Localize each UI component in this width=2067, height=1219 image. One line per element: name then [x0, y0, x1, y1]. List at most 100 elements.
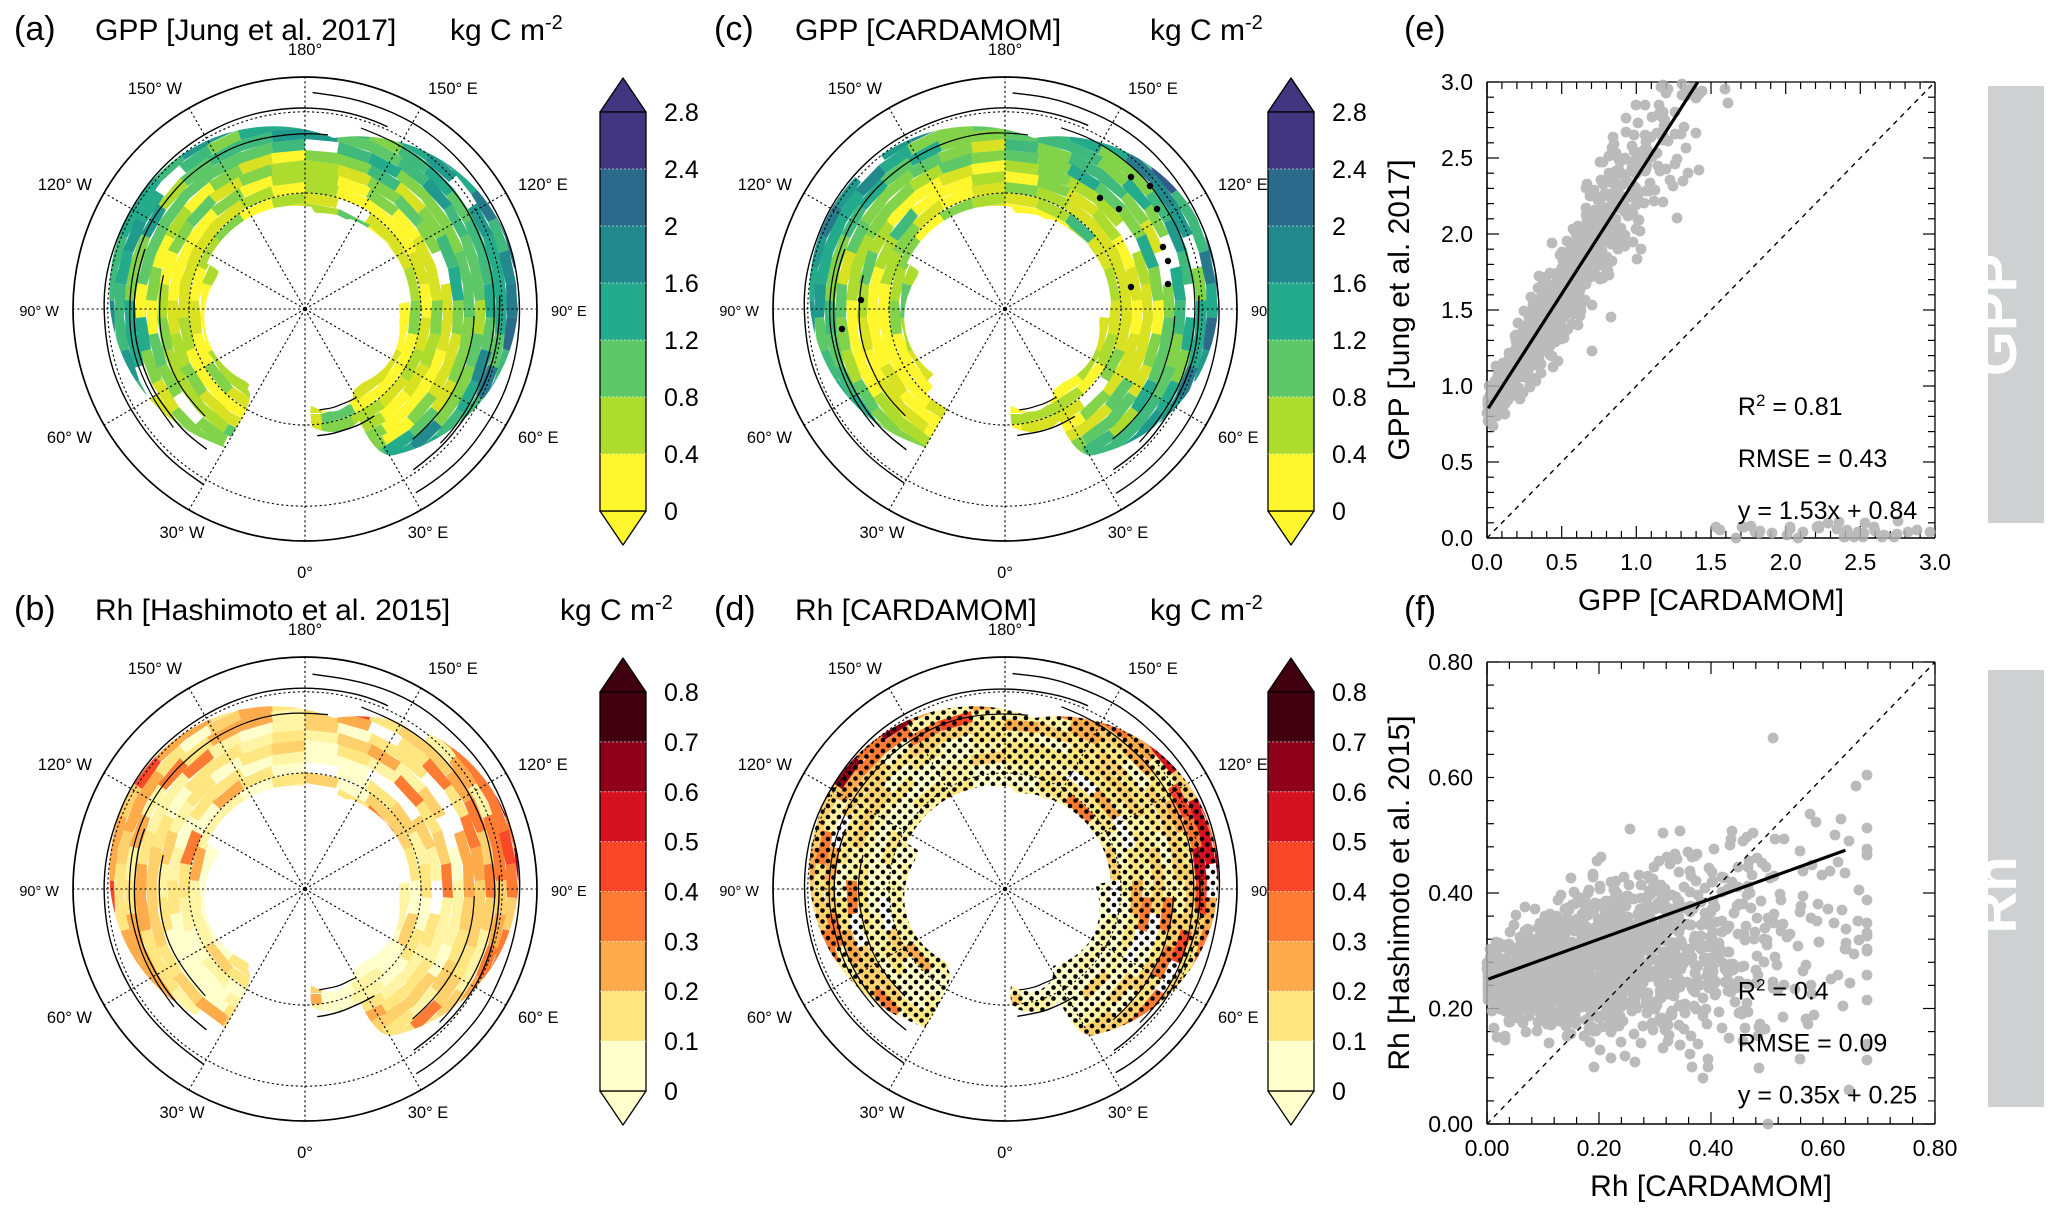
svg-text:1.2: 1.2: [1332, 327, 1367, 355]
svg-text:30° E: 30° E: [408, 524, 449, 542]
svg-text:0.40: 0.40: [1689, 1135, 1734, 1161]
svg-text:180°: 180°: [288, 41, 322, 59]
svg-text:2.4: 2.4: [664, 156, 699, 184]
svg-text:2.0: 2.0: [1441, 221, 1473, 247]
svg-text:30° E: 30° E: [1108, 1104, 1149, 1122]
svg-text:3.0: 3.0: [1441, 69, 1473, 95]
svg-text:0.3: 0.3: [664, 928, 699, 956]
svg-text:0°: 0°: [997, 1144, 1013, 1162]
svg-text:1.2: 1.2: [664, 327, 699, 355]
svg-text:1.5: 1.5: [1695, 549, 1727, 575]
svg-text:30° W: 30° W: [159, 1104, 205, 1122]
svg-text:150° W: 150° W: [828, 660, 883, 678]
svg-text:0.20: 0.20: [1428, 996, 1473, 1022]
svg-text:0.5: 0.5: [1441, 449, 1473, 475]
svg-text:0.40: 0.40: [1428, 880, 1473, 906]
svg-text:RMSE = 0.09: RMSE = 0.09: [1738, 1029, 1887, 1057]
svg-text:90° E: 90° E: [551, 304, 587, 320]
svg-text:0.60: 0.60: [1428, 765, 1473, 791]
svg-text:1.6: 1.6: [1332, 270, 1367, 298]
svg-text:0.3: 0.3: [1332, 928, 1367, 956]
svg-text:60° E: 60° E: [518, 429, 559, 447]
svg-text:(e): (e): [1404, 10, 1446, 48]
svg-text:30° E: 30° E: [1108, 524, 1149, 542]
svg-text:(b): (b): [14, 590, 56, 628]
svg-text:0.80: 0.80: [1913, 1135, 1958, 1161]
svg-text:60° W: 60° W: [747, 429, 793, 447]
svg-text:30° E: 30° E: [408, 1104, 449, 1122]
svg-text:30° W: 30° W: [159, 524, 205, 542]
svg-text:30° W: 30° W: [859, 524, 905, 542]
svg-text:Rh: Rh: [1964, 856, 2029, 933]
svg-text:120° W: 120° W: [738, 756, 793, 774]
svg-text:0.00: 0.00: [1465, 1135, 1510, 1161]
svg-text:0.7: 0.7: [1332, 729, 1367, 757]
svg-text:0.1: 0.1: [664, 1028, 699, 1056]
svg-text:(a): (a): [14, 10, 56, 48]
svg-text:(f): (f): [1404, 590, 1436, 628]
svg-text:2.5: 2.5: [1844, 549, 1876, 575]
svg-text:0: 0: [1332, 498, 1346, 526]
svg-text:180°: 180°: [988, 41, 1022, 59]
svg-text:0.2: 0.2: [664, 978, 699, 1006]
svg-text:0: 0: [1332, 1078, 1346, 1106]
svg-text:0.6: 0.6: [664, 779, 699, 807]
svg-text:2: 2: [1332, 213, 1346, 241]
svg-text:0.6: 0.6: [1332, 779, 1367, 807]
svg-text:120° E: 120° E: [518, 756, 568, 774]
svg-text:150° W: 150° W: [128, 660, 183, 678]
svg-text:0.7: 0.7: [664, 729, 699, 757]
svg-text:60° E: 60° E: [1218, 1009, 1259, 1027]
svg-text:90° E: 90° E: [551, 884, 587, 900]
svg-text:GPP [CARDAMOM]: GPP [CARDAMOM]: [1578, 584, 1844, 617]
svg-text:0.8: 0.8: [1332, 679, 1367, 707]
svg-text:2.0: 2.0: [1770, 549, 1802, 575]
svg-text:Rh [CARDAMOM]: Rh [CARDAMOM]: [1590, 1170, 1832, 1203]
svg-text:150° E: 150° E: [1128, 660, 1178, 678]
svg-text:2: 2: [664, 213, 678, 241]
svg-text:R2 = 0.81: R2 = 0.81: [1738, 390, 1843, 421]
svg-text:y = 0.35x + 0.25: y = 0.35x + 0.25: [1738, 1081, 1917, 1109]
svg-text:0.60: 0.60: [1801, 1135, 1846, 1161]
svg-text:1.0: 1.0: [1620, 549, 1652, 575]
svg-text:60° W: 60° W: [747, 1009, 793, 1027]
svg-text:0°: 0°: [297, 564, 313, 582]
svg-text:3.0: 3.0: [1919, 549, 1951, 575]
svg-text:180°: 180°: [988, 621, 1022, 639]
svg-text:2.8: 2.8: [1332, 99, 1367, 127]
svg-text:180°: 180°: [288, 621, 322, 639]
svg-text:0.0: 0.0: [1441, 525, 1473, 551]
svg-text:0.8: 0.8: [664, 384, 699, 412]
svg-text:0: 0: [664, 498, 678, 526]
svg-text:150° E: 150° E: [1128, 80, 1178, 98]
svg-text:0.1: 0.1: [1332, 1028, 1367, 1056]
svg-text:0.8: 0.8: [664, 679, 699, 707]
svg-text:60° W: 60° W: [47, 429, 93, 447]
svg-text:30° W: 30° W: [859, 1104, 905, 1122]
svg-text:150° E: 150° E: [428, 80, 478, 98]
svg-text:150° W: 150° W: [128, 80, 183, 98]
svg-text:90° W: 90° W: [19, 304, 59, 320]
svg-text:120° W: 120° W: [738, 176, 793, 194]
svg-text:0: 0: [664, 1078, 678, 1106]
svg-text:0°: 0°: [297, 1144, 313, 1162]
svg-text:120° E: 120° E: [518, 176, 568, 194]
svg-text:0.8: 0.8: [1332, 384, 1367, 412]
svg-text:90° W: 90° W: [19, 884, 59, 900]
svg-text:60° E: 60° E: [1218, 429, 1259, 447]
svg-text:1.0: 1.0: [1441, 373, 1473, 399]
svg-text:0.5: 0.5: [1546, 549, 1578, 575]
svg-text:90° W: 90° W: [719, 304, 759, 320]
svg-text:2.4: 2.4: [1332, 156, 1367, 184]
svg-text:150° E: 150° E: [428, 660, 478, 678]
svg-text:0.0: 0.0: [1471, 549, 1503, 575]
svg-text:120° E: 120° E: [1218, 756, 1268, 774]
svg-text:90° W: 90° W: [719, 884, 759, 900]
svg-text:60° E: 60° E: [518, 1009, 559, 1027]
svg-text:RMSE = 0.43: RMSE = 0.43: [1738, 445, 1887, 473]
svg-text:120° W: 120° W: [38, 756, 93, 774]
svg-text:0.00: 0.00: [1428, 1111, 1473, 1137]
svg-text:150° W: 150° W: [828, 80, 883, 98]
svg-text:120° W: 120° W: [38, 176, 93, 194]
svg-text:(d): (d): [714, 590, 756, 628]
